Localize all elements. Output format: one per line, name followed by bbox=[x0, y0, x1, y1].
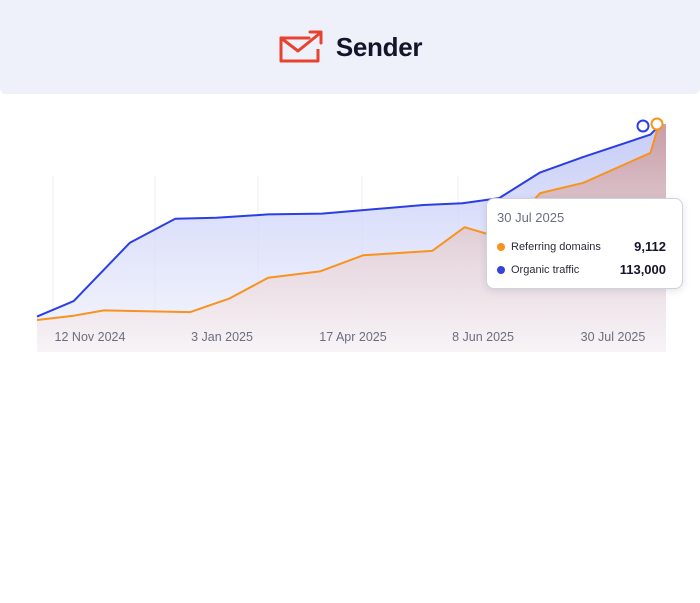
referring-domains-legend-dot bbox=[497, 242, 505, 251]
envelope-arrow-icon bbox=[279, 30, 323, 63]
x-tick-label: 17 Apr 2025 bbox=[319, 330, 386, 344]
x-tick-label: 8 Jun 2025 bbox=[452, 330, 514, 344]
tooltip-date: 30 Jul 2025 bbox=[497, 210, 565, 225]
tooltip-row-referring-domains: Referring domains 9,112 bbox=[497, 235, 666, 258]
tooltip-value: 113,000 bbox=[619, 262, 666, 277]
referring-domains-line bbox=[36, 123, 660, 321]
organic-traffic-hover-marker bbox=[636, 119, 650, 133]
traffic-chart: 12 Nov 2024 3 Jan 2025 17 Apr 2025 8 Jun 20… bbox=[36, 117, 666, 352]
referring-domains-hover-marker bbox=[650, 117, 664, 131]
tooltip-value: 9,112 bbox=[634, 239, 666, 254]
referring-domains-area bbox=[37, 124, 666, 352]
tooltip-label: Referring domains bbox=[511, 240, 601, 253]
tooltip-label: Organic traffic bbox=[511, 263, 580, 276]
x-tick-label: 30 Jul 2025 bbox=[581, 330, 646, 344]
brand-logo: Sender bbox=[0, 0, 700, 94]
tooltip-row-organic-traffic: Organic traffic 113,000 bbox=[497, 258, 666, 281]
organic-traffic-line bbox=[36, 125, 660, 318]
x-tick-label: 3 Jan 2025 bbox=[191, 330, 253, 344]
brand-header bbox=[0, 0, 700, 94]
brand-name: Sender bbox=[335, 31, 423, 62]
chart-tooltip: 30 Jul 2025 Referring domains 9,112 Orga… bbox=[486, 198, 683, 289]
x-tick-label: 12 Nov 2024 bbox=[55, 330, 126, 344]
organic-traffic-legend-dot bbox=[497, 265, 505, 274]
